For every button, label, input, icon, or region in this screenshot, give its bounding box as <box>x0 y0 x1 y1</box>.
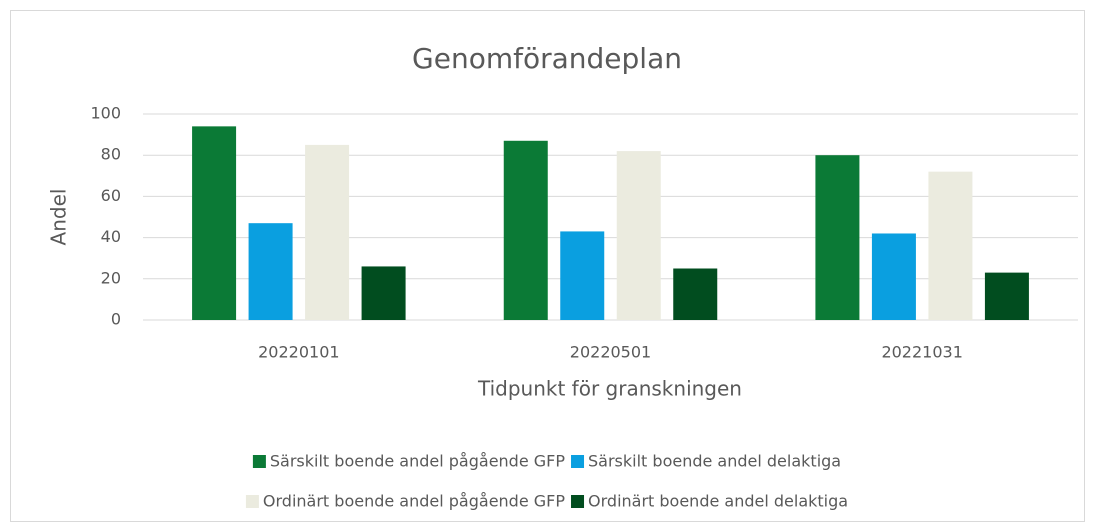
y-tick-label: 80 <box>101 145 121 164</box>
bar <box>984 272 1029 320</box>
y-tick-label: 0 <box>111 310 121 329</box>
bar <box>305 144 350 320</box>
bar <box>248 223 293 320</box>
bar <box>361 266 406 320</box>
y-axis-label: Andel <box>47 189 71 246</box>
legend-swatch <box>571 495 585 508</box>
x-axis-label: Tidpunkt för granskningen <box>477 377 742 401</box>
y-tick-label: 100 <box>90 104 121 123</box>
y-tick-label: 20 <box>101 268 121 287</box>
legend-swatch <box>245 495 259 508</box>
bar <box>616 151 661 320</box>
chart-title: Genomförandeplan <box>412 42 682 75</box>
bar <box>503 140 548 320</box>
bar <box>928 171 973 320</box>
bar <box>673 268 718 320</box>
legend-swatch <box>571 455 585 468</box>
y-tick-label: 40 <box>101 227 121 246</box>
legend-label: Ordinärt boende andel delaktiga <box>588 492 848 511</box>
y-tick-label: 60 <box>101 186 121 205</box>
bar <box>871 233 916 320</box>
x-tick-label: 20220101 <box>258 343 339 362</box>
legend-label: Särskilt boende andel pågående GFP <box>270 452 565 471</box>
x-tick-label: 20221031 <box>881 343 962 362</box>
x-tick-label: 20220501 <box>570 343 651 362</box>
bar <box>560 231 605 320</box>
legend-label: Ordinärt boende andel pågående GFP <box>263 492 565 511</box>
bar <box>192 126 237 320</box>
legend-swatch <box>252 455 266 468</box>
legend-label: Särskilt boende andel delaktiga <box>588 452 841 471</box>
bar <box>815 155 860 320</box>
